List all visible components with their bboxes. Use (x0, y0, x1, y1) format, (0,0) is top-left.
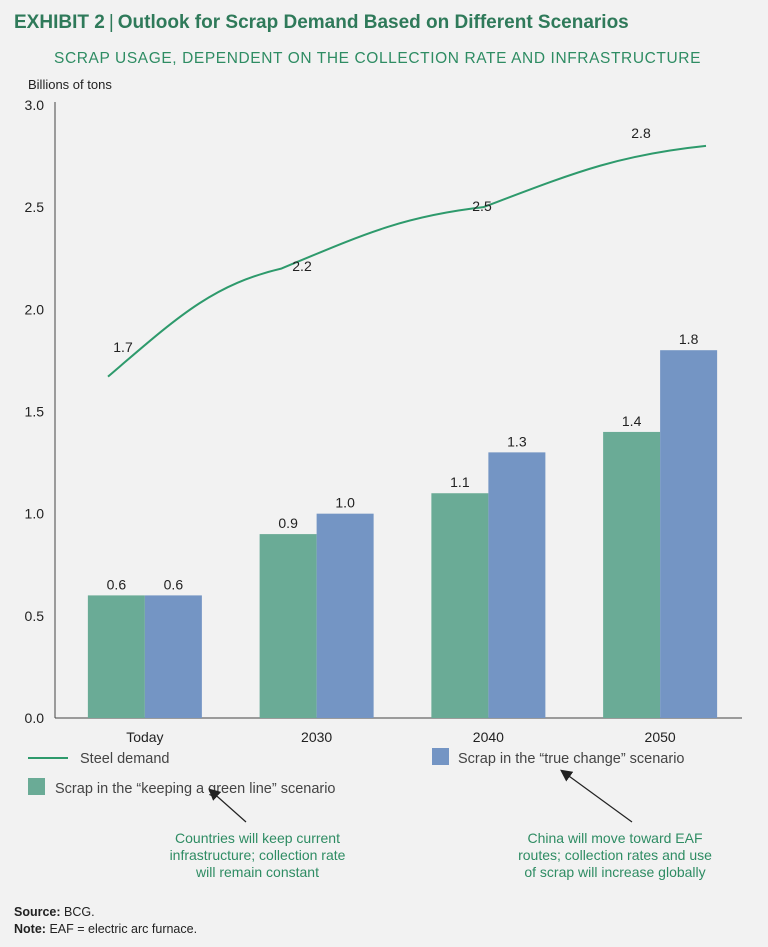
y-tick-label: 0.0 (25, 710, 45, 726)
bar-value-label: 0.9 (278, 515, 298, 531)
legend-true-change-label: Scrap in the “true change” scenario (458, 751, 685, 767)
y-tick-label: 0.5 (25, 608, 45, 624)
steel-demand-value-label: 2.5 (472, 198, 492, 214)
chart-subtitle: SCRAP USAGE, DEPENDENT ON THE COLLECTION… (54, 50, 702, 67)
bar-value-label: 0.6 (164, 576, 184, 592)
y-tick-label: 3.0 (25, 97, 45, 113)
exhibit-title: EXHIBIT 2 | Outlook for Scrap Demand Based… (14, 12, 629, 34)
legend-steel-label: Steel demand (80, 751, 169, 767)
legend-green-line-swatch (28, 778, 45, 795)
legend-true-change-swatch (432, 748, 449, 765)
x-tick-label: 2050 (645, 729, 676, 745)
bar-value-label: 0.6 (107, 576, 127, 592)
annotation-left-line-1: Countries will keep current (175, 830, 340, 846)
annotation-left-line-2: infrastructure; collection rate (169, 847, 346, 863)
bar-green-line-scenario (259, 534, 317, 718)
x-tick-label: 2040 (473, 729, 504, 745)
y-tick-label: 1.5 (25, 404, 45, 420)
bar-green-line-scenario (87, 595, 145, 718)
annotation-green-line: Countries will keep current infrastructu… (140, 830, 375, 881)
bar-green-line-scenario (431, 493, 489, 718)
bar-value-label: 1.0 (335, 495, 355, 511)
x-tick-label: 2030 (301, 729, 332, 745)
note-text: EAF = electric arc furnace. (49, 922, 198, 936)
bar-true-change-scenario (144, 595, 202, 718)
bar-value-label: 1.8 (679, 331, 699, 347)
source-line: Source: BCG. (14, 905, 95, 919)
steel-demand-value-label: 1.7 (113, 339, 133, 355)
steel-demand-value-label: 2.8 (631, 125, 651, 141)
bar-value-label: 1.3 (507, 433, 527, 449)
bar-green-line-scenario (603, 431, 661, 718)
annotation-true-change: China will move toward EAF routes; colle… (490, 830, 740, 881)
chart-title: Outlook for Scrap Demand Based on Differ… (117, 12, 629, 33)
steel-demand-line (107, 144, 707, 378)
annotation-arrow-left (208, 788, 247, 823)
annotation-arrow-right (560, 769, 633, 823)
annotation-right-line-3: of scrap will increase globally (524, 864, 706, 880)
title-separator: | (108, 12, 114, 33)
bar-value-label: 1.1 (450, 474, 470, 490)
y-axis-label: Billions of tons (28, 77, 112, 92)
x-tick-label: Today (126, 729, 163, 745)
source-label: Source: (14, 905, 61, 919)
y-tick-label: 2.5 (25, 199, 45, 215)
y-tick-label: 2.0 (25, 301, 45, 317)
note-line: Note: EAF = electric arc furnace. (14, 922, 197, 936)
bar-true-change-scenario (660, 350, 718, 718)
bar-value-label: 1.4 (622, 413, 642, 429)
steel-demand-value-label: 2.2 (292, 258, 312, 274)
annotation-left-line-3: will remain constant (196, 864, 319, 880)
bar-true-change-scenario (316, 513, 374, 718)
source-text: BCG. (64, 905, 95, 919)
note-label: Note: (14, 922, 46, 936)
y-tick-label: 1.0 (25, 506, 45, 522)
annotation-right-line-1: China will move toward EAF (527, 830, 703, 846)
legend-green-line-label: Scrap in the “keeping a green line” scen… (55, 781, 336, 797)
exhibit-number: EXHIBIT 2 (14, 12, 105, 33)
bar-true-change-scenario (488, 452, 546, 718)
annotation-right-line-2: routes; collection rates and use (518, 847, 712, 863)
